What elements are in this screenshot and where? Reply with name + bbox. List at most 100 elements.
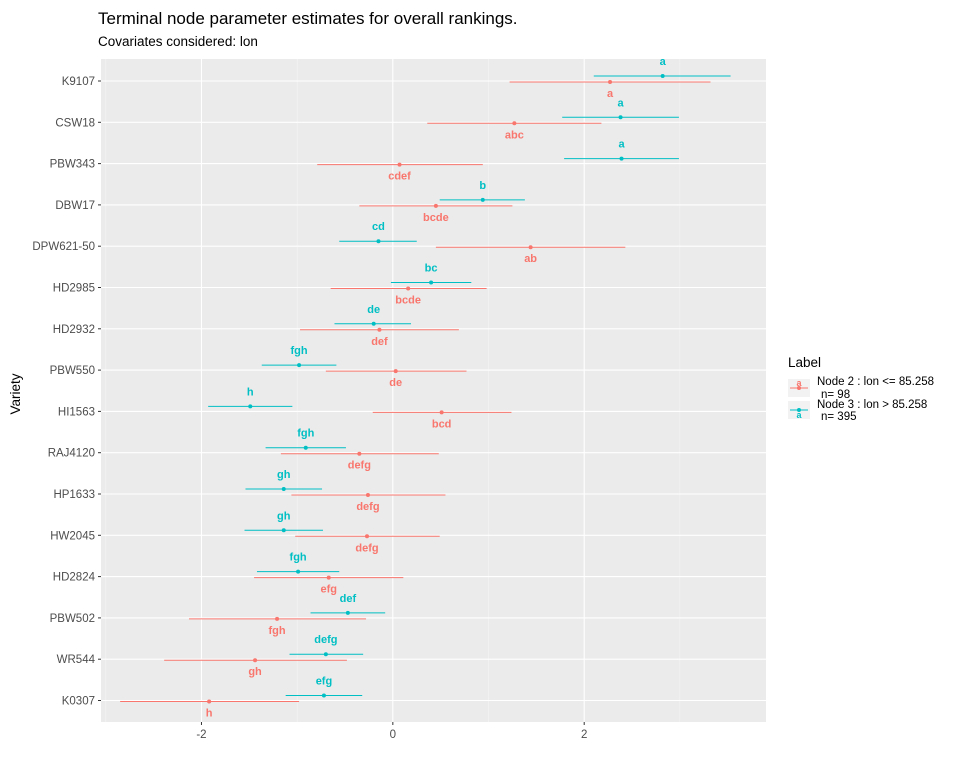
estimate-point bbox=[660, 74, 665, 78]
y-tick-label: K9107 bbox=[62, 76, 95, 88]
estimate-point bbox=[608, 80, 613, 84]
y-tick-label: PBW550 bbox=[50, 365, 95, 377]
x-axis-ticks: -2 0 2 bbox=[196, 722, 587, 741]
estimate-point bbox=[326, 575, 331, 580]
x-tick-label: -2 bbox=[196, 729, 206, 741]
group-label: gh bbox=[277, 469, 291, 481]
y-axis-label: Variety bbox=[8, 373, 23, 414]
group-label: ab bbox=[524, 253, 537, 265]
y-tick-label: HI1563 bbox=[58, 406, 95, 418]
estimate-point bbox=[512, 121, 517, 126]
group-label: a bbox=[617, 97, 624, 109]
estimate-point bbox=[618, 115, 623, 120]
y-tick-label: PBW343 bbox=[50, 159, 95, 171]
estimate-point bbox=[281, 528, 286, 533]
group-label: efg bbox=[316, 676, 333, 688]
estimate-point bbox=[248, 404, 253, 409]
estimate-point bbox=[296, 569, 301, 574]
data-marks: aabccdefbcdeabbcdedefdebcddefgdefgdefgef… bbox=[120, 56, 731, 720]
chart-subtitle: Covariates considered: lon bbox=[98, 34, 258, 49]
y-tick-label: HP1633 bbox=[53, 489, 95, 501]
group-label: gh bbox=[277, 510, 291, 522]
grid-lines bbox=[101, 59, 766, 722]
y-tick-label: DBW17 bbox=[55, 200, 95, 212]
y-tick-label: HD2985 bbox=[53, 283, 95, 295]
legend-key-point bbox=[797, 386, 801, 390]
estimate-point bbox=[357, 451, 362, 456]
plot-panel bbox=[101, 59, 766, 722]
estimate-point bbox=[433, 203, 438, 208]
group-label: bcd bbox=[432, 418, 452, 430]
estimate-point bbox=[528, 245, 533, 250]
legend-title: Label bbox=[788, 355, 821, 370]
group-label: efg bbox=[320, 584, 337, 596]
estimate-point bbox=[429, 280, 434, 285]
legend-entry-label: Node 2 : lon <= 85.258 bbox=[817, 376, 934, 388]
legend-key-point bbox=[797, 408, 801, 412]
y-tick-label: HD2824 bbox=[53, 572, 96, 584]
group-label: fgh bbox=[291, 345, 308, 357]
group-label: cd bbox=[372, 221, 385, 233]
group-label: h bbox=[247, 386, 254, 398]
y-tick-label: RAJ4120 bbox=[48, 448, 95, 460]
legend-key-glyph: a bbox=[796, 410, 802, 420]
series-1: aabccdefbcdeabbcdedefdebcddefgdefgdefgef… bbox=[120, 80, 711, 720]
estimate-point bbox=[297, 363, 302, 368]
y-tick-label: DPW621-50 bbox=[32, 241, 95, 253]
y-tick-label: CSW18 bbox=[55, 117, 95, 129]
group-label: fgh bbox=[290, 552, 307, 564]
estimate-point bbox=[365, 493, 370, 497]
group-label: bcde bbox=[423, 212, 449, 224]
x-tick-label: 0 bbox=[390, 729, 396, 741]
estimate-point bbox=[619, 156, 624, 161]
estimate-point bbox=[253, 658, 258, 663]
estimate-point bbox=[406, 286, 411, 291]
y-tick-label: WR544 bbox=[57, 654, 96, 666]
group-label: abc bbox=[505, 129, 524, 141]
group-label: b bbox=[479, 180, 486, 192]
legend-entry-label: Node 3 : lon > 85.258 bbox=[817, 399, 927, 411]
chart-title: Terminal node parameter estimates for ov… bbox=[98, 9, 518, 28]
y-tick-label: PBW502 bbox=[50, 613, 95, 625]
estimate-point bbox=[376, 239, 381, 244]
group-label: cdef bbox=[388, 171, 411, 183]
group-label: def bbox=[371, 336, 388, 348]
y-tick-label: HW2045 bbox=[50, 530, 95, 542]
group-label: de bbox=[367, 304, 380, 316]
estimate-point bbox=[439, 410, 444, 415]
group-label: gh bbox=[248, 666, 262, 678]
group-label: defg bbox=[348, 460, 371, 472]
group-label: h bbox=[206, 708, 213, 720]
y-tick-label: HD2932 bbox=[53, 324, 95, 336]
group-label: fgh bbox=[297, 428, 314, 440]
legend-entry-count: n= 98 bbox=[821, 389, 850, 401]
group-label: defg bbox=[356, 501, 379, 513]
estimate-point bbox=[303, 445, 308, 450]
group-label: a bbox=[607, 88, 614, 100]
group-label: fgh bbox=[269, 625, 286, 637]
estimate-point bbox=[397, 162, 402, 167]
group-label: bc bbox=[425, 263, 438, 275]
x-tick-label: 2 bbox=[581, 729, 587, 741]
estimate-point bbox=[345, 610, 350, 615]
estimate-point bbox=[377, 327, 382, 332]
estimate-point bbox=[365, 534, 369, 539]
group-label: bcde bbox=[395, 295, 421, 307]
legend-key-glyph: a bbox=[796, 378, 802, 388]
y-tick-label: K0307 bbox=[62, 696, 95, 708]
estimate-point bbox=[480, 197, 485, 202]
estimate-point bbox=[321, 693, 326, 698]
legend-entry-count: n= 395 bbox=[821, 411, 857, 423]
group-label: de bbox=[389, 377, 402, 389]
estimate-point bbox=[207, 699, 212, 704]
estimate-point bbox=[371, 321, 376, 326]
estimate-point bbox=[275, 616, 280, 621]
group-label: defg bbox=[314, 634, 337, 646]
group-label: defg bbox=[355, 542, 378, 554]
estimate-point bbox=[281, 487, 286, 491]
estimate-point bbox=[323, 652, 328, 657]
group-label: a bbox=[660, 56, 667, 68]
